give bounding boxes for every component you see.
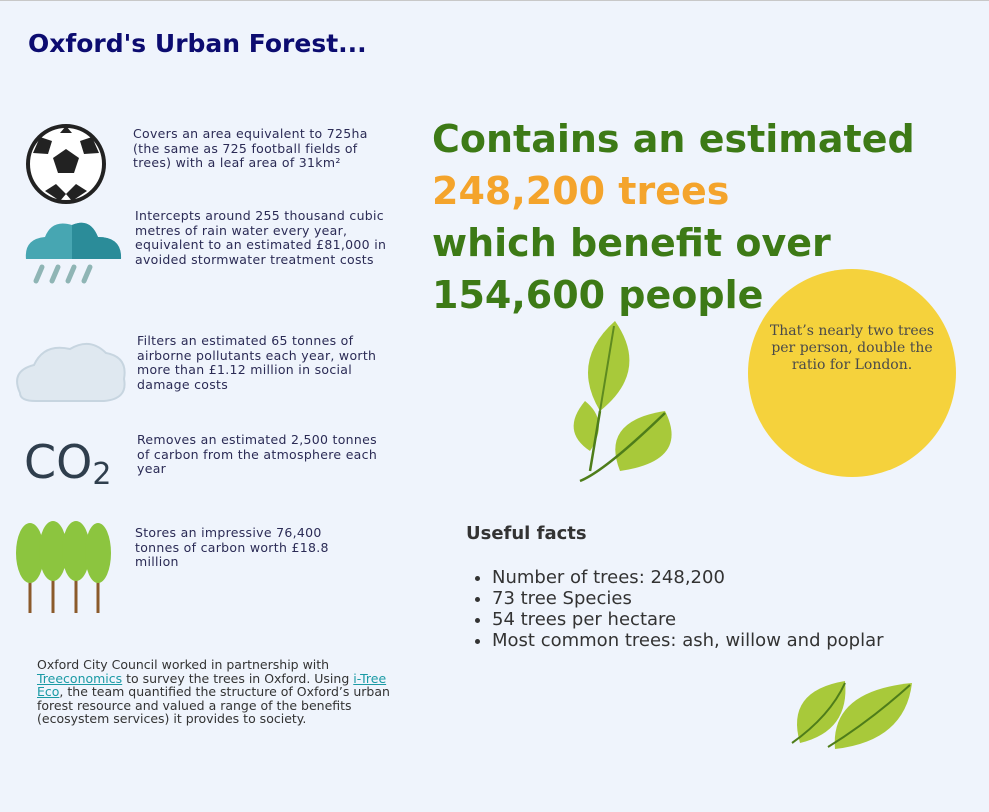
trees-icon-crowns	[16, 521, 111, 583]
footer-text: , the team quantified the structure of O…	[37, 684, 390, 726]
headline-line: which benefit over	[432, 217, 915, 269]
headline-highlight: 248,200 trees	[432, 165, 915, 217]
leaves-illustration	[574, 321, 672, 481]
headline: Contains an estimated 248,200 trees whic…	[432, 113, 915, 321]
facts-list: Number of trees: 248,200 73 tree Species…	[466, 567, 884, 651]
page: CO2 Oxford's Urban Forest... Covers an a…	[0, 0, 989, 812]
footer-paragraph: Oxford City Council worked in partnershi…	[37, 658, 397, 726]
callout-text: That’s nearly two trees per person, doub…	[768, 323, 936, 374]
page-title: Oxford's Urban Forest...	[28, 29, 367, 58]
fact-text: Covers an area equivalent to 725ha (the …	[133, 127, 398, 171]
headline-line: 154,600 people	[432, 269, 915, 321]
football-icon	[28, 126, 104, 202]
list-item: Number of trees: 248,200	[492, 567, 884, 588]
list-item: Most common trees: ash, willow and popla…	[492, 630, 884, 651]
leaves-illustration-2	[792, 681, 912, 749]
fact-text: Intercepts around 255 thousand cubic met…	[135, 209, 400, 267]
section-heading: Useful facts	[466, 523, 587, 544]
cloud-icon	[17, 344, 125, 401]
headline-line: Contains an estimated	[432, 113, 915, 165]
co2-icon: CO2	[24, 435, 111, 492]
fact-text: Filters an estimated 65 tonnes of airbor…	[137, 334, 392, 392]
rain-cloud-icon	[26, 223, 121, 281]
fact-text: Removes an estimated 2,500 tonnes of car…	[137, 433, 382, 477]
trees-icon	[30, 571, 98, 613]
list-item: 54 trees per hectare	[492, 609, 884, 630]
list-item: 73 tree Species	[492, 588, 884, 609]
fact-text: Stores an impressive 76,400 tonnes of ca…	[135, 526, 335, 570]
